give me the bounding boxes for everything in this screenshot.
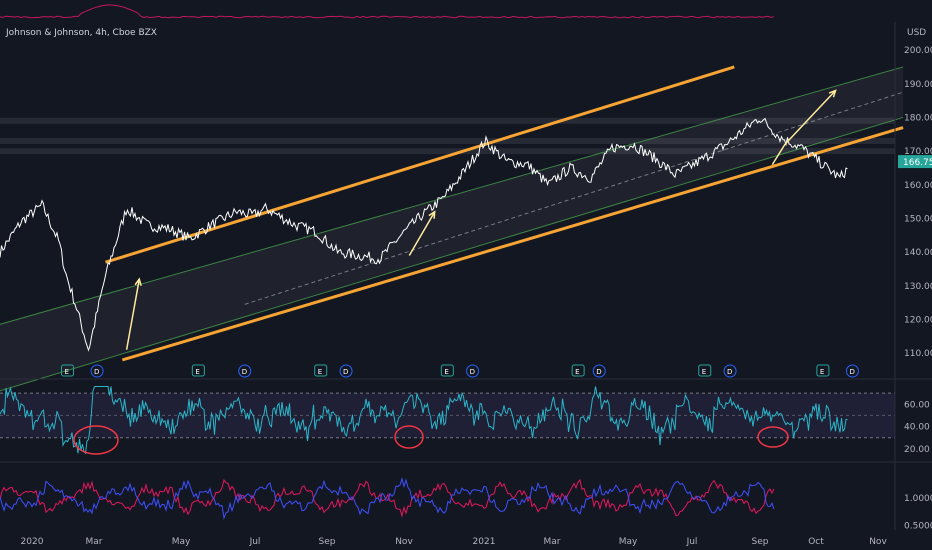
time-tick-label: Nov	[395, 537, 413, 547]
oversold-circle-annotation[interactable]	[757, 426, 789, 448]
inner-channel-fill	[0, 66, 904, 391]
rsi-tick-label: 40.00	[904, 423, 930, 433]
earnings-marker[interactable]	[61, 364, 75, 377]
time-tick-label: 2020	[21, 537, 44, 547]
dividend-marker-label: D	[94, 368, 99, 376]
rsi-oversold-annotations[interactable]	[73, 425, 789, 455]
horizontal-zone[interactable]	[0, 148, 895, 155]
oversold-circle-annotation[interactable]	[394, 425, 424, 449]
projection-arrow[interactable]	[408, 211, 436, 256]
projection-arrow[interactable]	[771, 89, 837, 165]
dividend-marker-label: D	[596, 368, 601, 376]
time-tick-label: Mar	[544, 537, 561, 547]
earnings-marker[interactable]	[440, 364, 454, 377]
rsi-line	[0, 386, 848, 455]
projection-arrow[interactable]	[125, 278, 141, 350]
time-tick-label: Jul	[686, 537, 698, 547]
time-tick-label: Sep	[319, 537, 336, 547]
projection-arrow-head[interactable]	[428, 210, 436, 219]
earnings-marker-label: E	[575, 368, 579, 376]
earnings-marker[interactable]	[571, 364, 585, 377]
earnings-marker[interactable]	[314, 364, 328, 377]
time-tick-label: Mar	[86, 537, 103, 547]
channel-lower-trendline[interactable]	[121, 126, 904, 362]
dividend-marker[interactable]	[339, 364, 353, 378]
price-series-line	[0, 117, 848, 352]
earnings-marker[interactable]	[191, 364, 205, 377]
projection-arrows[interactable]	[125, 89, 837, 350]
price-tick-label: 200.00	[904, 46, 932, 56]
time-tick-label: May	[172, 537, 191, 547]
price-tick-label: 170.00	[904, 147, 932, 157]
time-tick-label: Nov	[869, 537, 887, 547]
dividend-marker-label: D	[849, 368, 854, 376]
dividend-marker[interactable]	[238, 364, 252, 378]
price-tick-label: 130.00	[904, 282, 932, 292]
rsi-tick-label: 20.00	[904, 445, 930, 455]
horizontal-zones	[0, 117, 895, 155]
inner-channel-median[interactable]	[244, 91, 904, 305]
time-tick-label: 2021	[473, 537, 496, 547]
price-tick-label: 190.00	[904, 80, 932, 90]
earnings-marker[interactable]	[698, 364, 712, 377]
rsi-tick-label: 60.00	[904, 400, 930, 410]
dividend-marker-label: D	[470, 368, 475, 376]
projection-arrow-head[interactable]	[828, 89, 837, 98]
inner-channel-lower[interactable]	[0, 116, 904, 403]
price-tick-label: 140.00	[904, 248, 932, 258]
time-tick-label: Oct	[808, 537, 824, 547]
earnings-marker-label: E	[702, 368, 706, 376]
earnings-marker-label: E	[820, 368, 824, 376]
chart-title: Johnson & Johnson, 4h, Cboe BZX	[5, 28, 157, 38]
last-price-tag: 166.75	[898, 155, 932, 169]
oscillator-blue-line	[0, 477, 775, 520]
price-tick-label: 110.00	[904, 349, 932, 359]
earnings-marker-label: E	[318, 368, 322, 376]
oversold-circle-annotation[interactable]	[73, 425, 119, 455]
projection-arrow-head[interactable]	[134, 277, 142, 287]
time-tick-label: Sep	[752, 537, 769, 547]
earnings-marker-label: E	[444, 368, 448, 376]
dividend-marker[interactable]	[592, 364, 606, 378]
event-markers[interactable]: E E E E E E ED D D D D D D	[61, 364, 859, 378]
last-price-value: 166.75	[903, 158, 932, 168]
dividend-marker-label: D	[242, 368, 247, 376]
rsi-axis-ticks: 60.00 40.00 20.00	[904, 400, 930, 455]
earnings-marker-label: E	[195, 368, 199, 376]
top-indicator-strip	[0, 0, 895, 22]
price-tick-label: 120.00	[904, 315, 932, 325]
dividend-marker[interactable]	[845, 364, 859, 378]
time-tick-label: May	[619, 537, 638, 547]
dividend-marker-label: D	[727, 368, 732, 376]
oscillator-red-line	[0, 478, 775, 518]
time-axis[interactable]: 2020 Mar May Jul Sep Nov 2021 Mar May Jul Sep Oct No…	[21, 537, 888, 547]
top-strip-line	[0, 4, 775, 19]
dividend-marker[interactable]	[90, 364, 104, 378]
price-tick-label: 150.00	[904, 214, 932, 224]
earnings-marker-label: E	[65, 368, 69, 376]
price-tick-label: 160.00	[904, 181, 932, 191]
dividend-marker-label: D	[343, 368, 348, 376]
oscillator-tick-label: 0.5000	[904, 521, 932, 531]
price-axis-ticks: 200.00 190.00 180.00 170.00 160.00 150.00 140.…	[904, 46, 932, 359]
time-tick-label: Jul	[249, 537, 261, 547]
currency-label: USD	[907, 28, 926, 38]
price-tick-label: 180.00	[904, 113, 932, 123]
horizontal-zone[interactable]	[0, 117, 895, 124]
dividend-marker[interactable]	[466, 364, 480, 378]
rsi-pane[interactable]: 60.00 40.00 20.00	[0, 386, 930, 455]
dividend-marker[interactable]	[723, 364, 737, 378]
inner-channel-upper[interactable]	[0, 66, 904, 336]
horizontal-zone[interactable]	[0, 138, 895, 145]
earnings-marker[interactable]	[816, 364, 830, 377]
